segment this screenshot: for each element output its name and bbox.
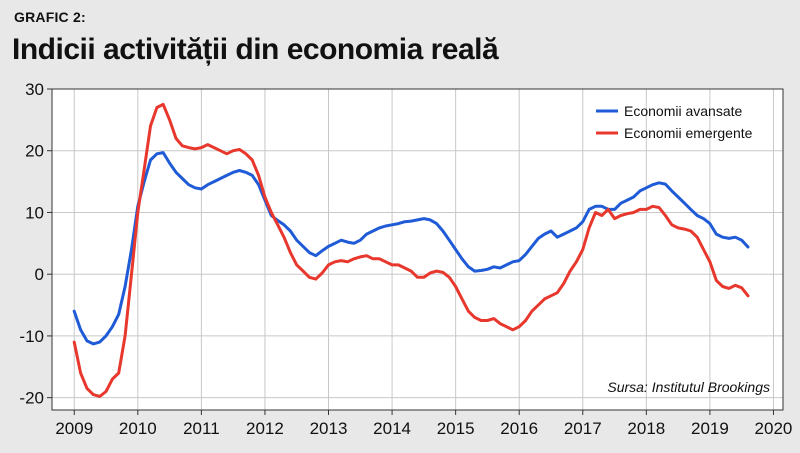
series-line-economii-avansate (72, 151, 750, 346)
x-tick-label: 2010 (119, 419, 157, 438)
x-tick-label: 2014 (373, 419, 411, 438)
x-axis-ticks: 2009 2010 2011 2012 2013 2014 2015 2016 2017 2018… (55, 410, 792, 438)
y-tick-label: -20 (19, 389, 44, 408)
chart-title: Indicii activității din economia reală (12, 33, 499, 66)
plot-border (51, 88, 784, 411)
legend-label: Economii avansate (624, 103, 743, 119)
y-tick-label: 10 (25, 203, 44, 222)
x-tick-label: 2011 (183, 419, 220, 438)
x-tick-label: 2020 (755, 419, 793, 438)
y-tick-label: 0 (35, 265, 44, 284)
legend: Economii avansate Economii emergente (596, 103, 753, 141)
x-tick-label: 2012 (246, 419, 284, 438)
chart-kicker: GRAFIC 2: (14, 9, 86, 25)
legend-label: Economii emergente (624, 125, 753, 141)
y-axis-ticks: -20 -10 0 10 20 30 (19, 80, 52, 408)
x-tick-label: 2017 (564, 419, 602, 438)
y-tick-label: 20 (25, 142, 44, 161)
x-tick-label: 2018 (627, 419, 665, 438)
x-tick-label: 2019 (691, 419, 729, 438)
y-tick-label: -10 (19, 327, 44, 346)
x-tick-label: 2013 (310, 419, 348, 438)
source-note: Sursa: Institutul Brookings (607, 379, 770, 395)
series-layer (72, 102, 750, 398)
plot-area (52, 89, 783, 410)
x-tick-label: 2009 (55, 419, 93, 438)
series-line-economii-emergente (72, 102, 750, 398)
chart-header: GRAFIC 2: Indicii activității din econom… (0, 0, 800, 88)
x-tick-label: 2016 (500, 419, 538, 438)
y-tick-label: 30 (25, 80, 44, 99)
x-tick-label: 2015 (437, 419, 475, 438)
